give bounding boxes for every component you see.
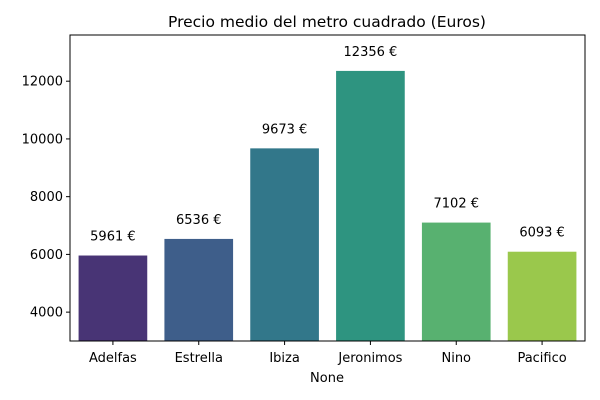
x-tick-label-nino: Nino — [441, 351, 471, 366]
bar-adelfas — [78, 255, 148, 341]
x-tick-label-jeronimos: Jeronimos — [337, 351, 402, 366]
data-label-pacifico: 6093 € — [519, 226, 565, 241]
plot-frame — [69, 34, 586, 342]
y-tick-label-4000: 4000 — [30, 306, 63, 321]
y-tick-label-8000: 8000 — [30, 190, 63, 205]
y-tick-label-10000: 10000 — [22, 132, 63, 147]
y-tick-label-12000: 12000 — [22, 75, 63, 90]
bar-jeronimos — [336, 70, 405, 342]
chart-title: Precio medio del metro cuadrado (Euros) — [168, 13, 486, 31]
x-tick-label-ibiza: Ibiza — [269, 351, 300, 366]
x-tick-label-adelfas: Adelfas — [89, 351, 137, 366]
x-axis-label: None — [310, 371, 344, 386]
y-tick-label-6000: 6000 — [30, 248, 63, 263]
data-label-jeronimos: 12356 € — [344, 45, 398, 60]
data-label-nino: 7102 € — [434, 197, 480, 212]
x-tick-label-pacifico: Pacifico — [517, 351, 566, 366]
data-label-estrella: 6536 € — [176, 213, 222, 228]
x-tick-label-estrella: Estrella — [175, 351, 223, 366]
data-label-ibiza: 9673 € — [262, 122, 308, 137]
bar-nino — [421, 222, 491, 341]
data-label-adelfas: 5961 € — [90, 230, 136, 245]
bar-estrella — [164, 238, 234, 341]
bar-ibiza — [250, 148, 319, 341]
bar-pacifico — [507, 251, 577, 341]
